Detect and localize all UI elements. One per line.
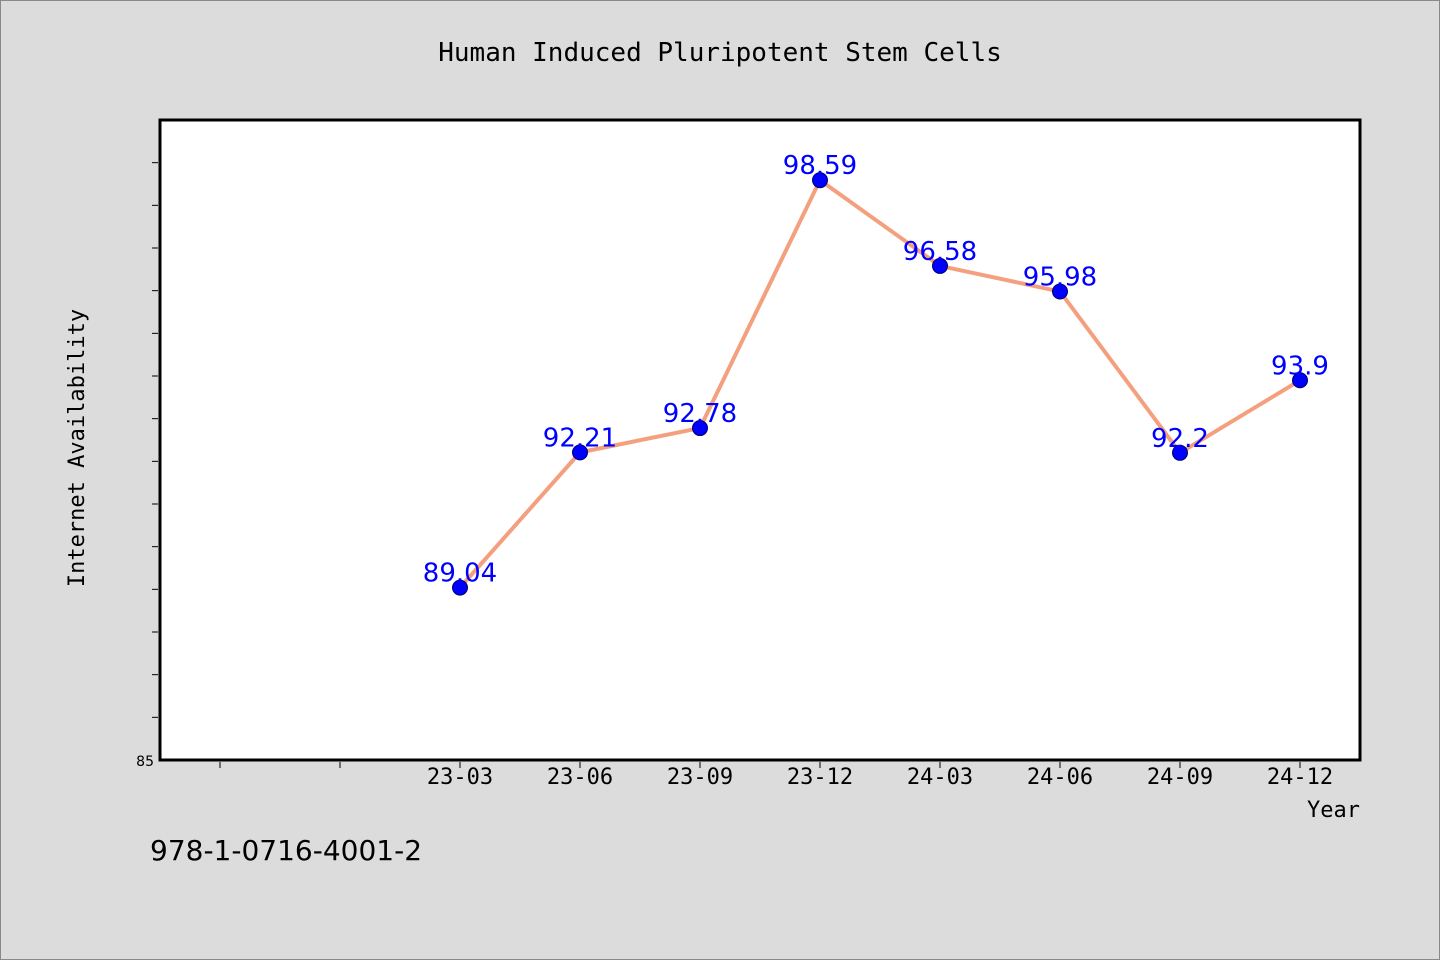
data-point bbox=[1172, 444, 1188, 461]
data-point bbox=[932, 257, 948, 274]
x-tick-label: 24-09 bbox=[1147, 765, 1213, 790]
y-tick-label: 85 bbox=[136, 754, 154, 770]
data-labels: 89.04 92.21 92.78 98.59 96.58 95.98 92.2 93.9 bbox=[423, 151, 1329, 588]
x-tick-label: 24-06 bbox=[1027, 765, 1093, 790]
data-markers bbox=[452, 172, 1308, 596]
x-tick-label: 24-12 bbox=[1267, 765, 1333, 790]
x-tick-label: 23-06 bbox=[547, 765, 613, 790]
x-axis-ticks: 23-03 23-06 23-09 23-12 24-03 24-06 24-09 24-12 bbox=[219, 762, 1333, 790]
data-label: 92.2 bbox=[1151, 424, 1209, 454]
series-line bbox=[458, 178, 1302, 589]
data-point bbox=[1292, 372, 1308, 389]
series-line-group bbox=[458, 178, 1302, 589]
chart-title: Human Induced Pluripotent Stem Cells bbox=[438, 38, 1002, 68]
x-tick-label: 23-09 bbox=[667, 765, 733, 790]
data-point bbox=[812, 172, 828, 189]
x-axis-label: Year bbox=[1307, 798, 1360, 823]
data-label: 98.59 bbox=[783, 151, 857, 181]
data-label: 92.78 bbox=[663, 399, 737, 429]
plot-area bbox=[158, 118, 1362, 762]
x-tick-label: 23-12 bbox=[787, 765, 853, 790]
data-label: 96.58 bbox=[903, 237, 977, 267]
x-tick-label: 24-03 bbox=[907, 765, 973, 790]
data-label: 92.21 bbox=[543, 423, 617, 453]
data-point bbox=[1052, 283, 1068, 300]
y-axis-ticks: 85 bbox=[136, 162, 158, 770]
data-label: 89.04 bbox=[423, 559, 497, 589]
x-tick-label: 23-03 bbox=[427, 765, 493, 790]
data-point bbox=[452, 579, 468, 596]
data-point bbox=[572, 444, 588, 461]
data-point bbox=[692, 420, 708, 437]
isbn-label: 978-1-0716-4001-2 bbox=[150, 834, 423, 867]
data-label: 95.98 bbox=[1023, 263, 1097, 293]
y-axis-label: Internet Availability bbox=[65, 309, 90, 587]
data-label: 93.9 bbox=[1271, 351, 1329, 381]
